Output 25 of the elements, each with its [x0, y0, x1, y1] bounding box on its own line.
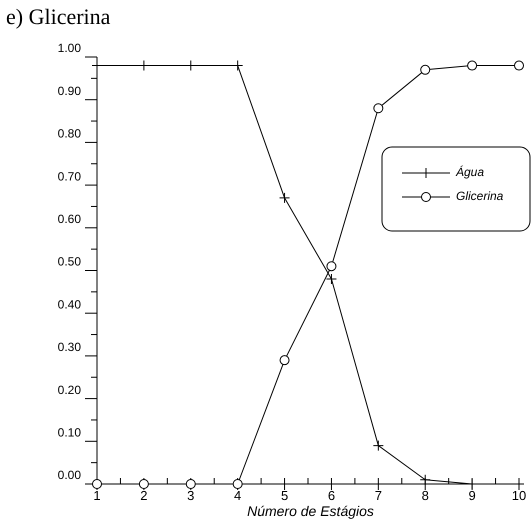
- y-tick-label: 0.10: [58, 425, 82, 440]
- x-tick-label: 4: [234, 488, 242, 503]
- x-axis-title: Número de Estágios: [247, 503, 374, 519]
- x-tick-label: 9: [468, 488, 476, 503]
- y-tick-label: 0.80: [58, 126, 82, 141]
- y-tick-label: 0.50: [58, 254, 82, 269]
- chart-title: e) Glicerina: [6, 4, 111, 29]
- x-tick-label: 2: [140, 488, 148, 503]
- y-tick-label: 0.30: [58, 340, 82, 354]
- y-tick-label: 1.00: [58, 41, 82, 56]
- x-tick-label: 3: [187, 488, 194, 503]
- legend-label: Água: [455, 165, 484, 180]
- x-tick-label: 8: [422, 488, 429, 503]
- x-tick-label: 10: [512, 488, 526, 503]
- x-tick-label: 1: [93, 488, 101, 503]
- x-tick-label: 6: [328, 488, 336, 503]
- y-tick-label: 0.60: [58, 212, 82, 226]
- legend-label: Glicerina: [456, 189, 504, 204]
- y-tick-label: 0.40: [58, 297, 82, 312]
- y-tick-label: 0.70: [58, 169, 82, 184]
- y-tick-label: 0.90: [58, 84, 82, 98]
- x-tick-label: 5: [280, 488, 288, 503]
- y-tick-label: 0.00: [58, 468, 82, 482]
- x-tick-label: 7: [374, 488, 382, 503]
- y-tick-label: 0.20: [58, 382, 82, 397]
